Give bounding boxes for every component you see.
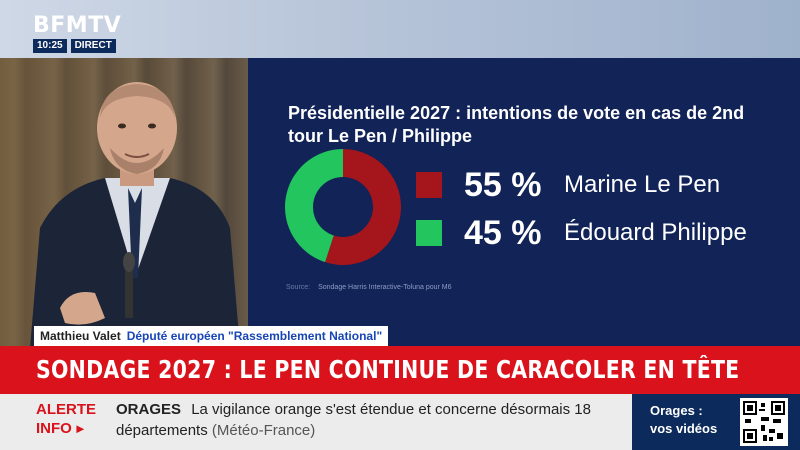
speaker-strap: Matthieu Valet Député européen "Rassembl… (34, 326, 389, 346)
donut-slice-philippe (285, 149, 343, 263)
promo-line-2: vos vidéos (650, 421, 718, 436)
poll-title: Présidentielle 2027 : intentions de vote… (288, 103, 745, 146)
poll-panel: Présidentielle 2027 : intentions de vote… (248, 58, 800, 346)
alert-line-1: ALERTE (36, 401, 96, 418)
legend-swatch-le-pen (416, 172, 442, 198)
channel-logo: BFMTV 10:25 DIRECT (33, 14, 121, 54)
legend-row-philippe: 45 % Édouard Philippe (416, 214, 747, 252)
percent-le-pen: 55 % (464, 166, 542, 204)
promo-box[interactable]: Orages : vos vidéos (632, 394, 800, 450)
alert-line-2: INFO (36, 420, 72, 437)
ticker-topic: ORAGES (116, 401, 182, 418)
ticker-body: La vigilance orange s'est étendue et con… (116, 401, 591, 439)
headline-band: SONDAGE 2027 : LE PEN CONTINUE DE CARACO… (0, 346, 800, 394)
legend-row-le-pen: 55 % Marine Le Pen (416, 166, 720, 204)
percent-philippe: 45 % (464, 214, 542, 252)
speaker-role: Député européen "Rassemblement National" (126, 329, 383, 343)
candidate-name-le-pen: Marine Le Pen (564, 171, 721, 198)
live-label: DIRECT (70, 39, 116, 53)
arrow-right-icon: ► (73, 421, 87, 436)
legend-swatch-philippe (416, 220, 442, 246)
poll-source: Source: Sondage Harris Interactive-Tolun… (286, 284, 452, 291)
alert-info-badge: ALERTE INFO ► (36, 400, 96, 438)
ticker-source: (Météo-France) (211, 422, 316, 439)
speaker-figure (30, 82, 240, 348)
promo-text: Orages : vos vidéos (650, 402, 740, 438)
donut-chart (285, 149, 401, 265)
ticker-message: ORAGES La vigilance orange s'est étendue… (116, 399, 616, 441)
candidate-name-philippe: Édouard Philippe (564, 219, 747, 246)
studio-top-wall (0, 0, 800, 58)
donut-slice-le-pen (325, 149, 401, 265)
promo-line-1: Orages : (650, 403, 703, 418)
source-text: Sondage Harris Interactive-Toluna pour M… (318, 284, 452, 291)
logo-text: BFMTV (33, 13, 122, 38)
speaker-name: Matthieu Valet (40, 329, 121, 343)
source-label: Source: (286, 284, 311, 291)
qr-code-icon[interactable] (740, 398, 788, 446)
clock-time: 10:25 (33, 39, 67, 53)
headline-text: SONDAGE 2027 : LE PEN CONTINUE DE CARACO… (36, 355, 740, 384)
